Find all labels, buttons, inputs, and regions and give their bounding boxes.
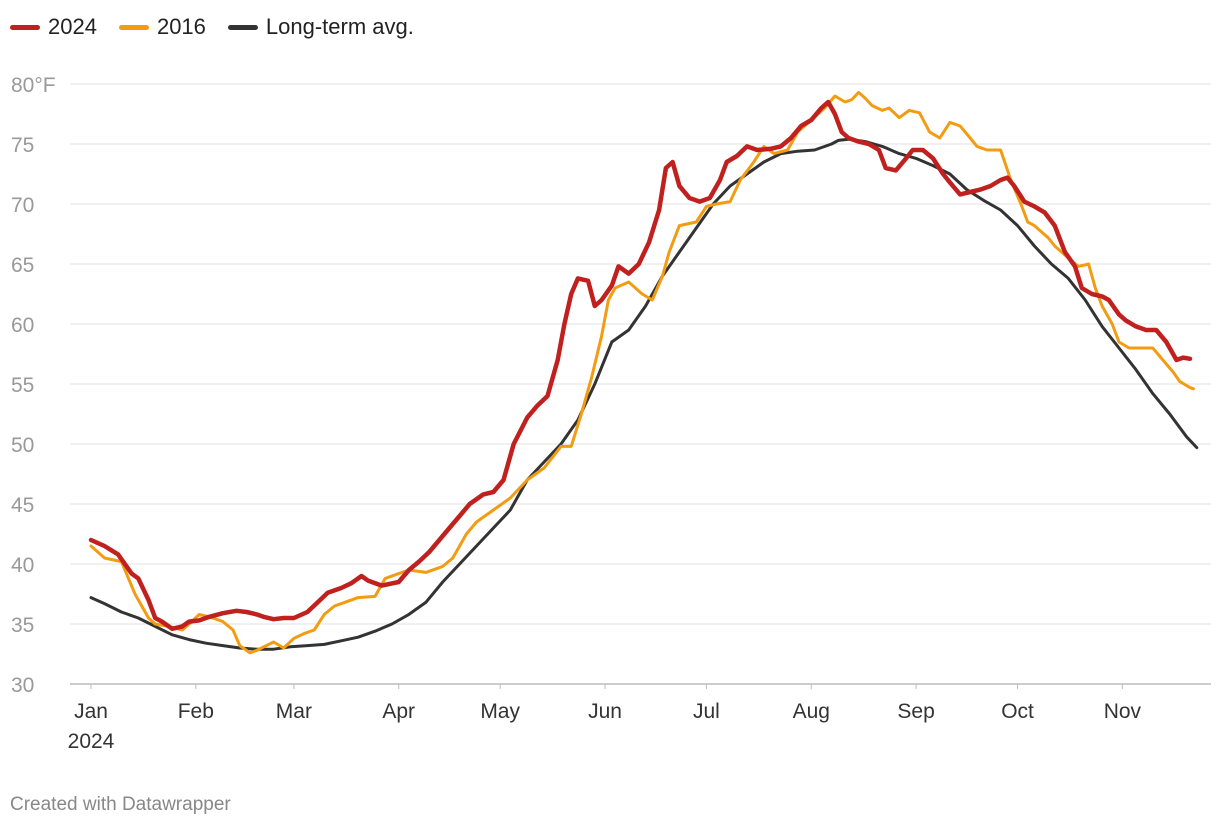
legend-swatch-2024	[10, 24, 40, 30]
x-tick-label-aug: Aug	[793, 700, 830, 723]
x-tick-label-nov: Nov	[1104, 700, 1142, 723]
x-tick-label-jun: Jun	[588, 700, 622, 723]
y-tick-label-80-unit: 80°F	[11, 74, 56, 97]
x-tick-label-feb: Feb	[178, 700, 214, 723]
legend-label-2024: 2024	[48, 14, 97, 39]
x-tick-label-jul: Jul	[693, 700, 720, 723]
footer-credit: Created with Datawrapper	[10, 794, 231, 815]
legend-swatch-long-term-avg	[227, 24, 258, 30]
legend-item-2016: 2016	[118, 14, 206, 40]
y-tick-label-35: 35	[11, 614, 34, 637]
series-line-2024	[88, 99, 1193, 632]
series-line-long-term-avg	[89, 137, 1199, 651]
legend-item-long-term-avg: Long-term avg.	[227, 14, 414, 40]
legend-item-2024: 2024	[10, 14, 97, 40]
x-tick-sublabel-year: 2024	[68, 730, 115, 753]
x-tick-label-jan: Jan	[74, 700, 108, 723]
y-tick-label-70: 70	[11, 194, 34, 217]
gridlines	[70, 83, 1211, 685]
y-tick-label-75: 75	[11, 134, 34, 157]
x-axis: Jan 2024 Feb Mar Apr May Jun Jul Aug Sep Oct Nov	[68, 684, 1142, 753]
series-line-2016	[89, 90, 1195, 655]
line-chart: 30 35 40 45 50 55 60 65 70 75 80°F Jan 2024 Feb Mar Apr…	[11, 74, 1211, 753]
x-tick-label-mar: Mar	[276, 700, 312, 723]
chart-legend: 2024 2016 Long-term avg.	[10, 14, 436, 40]
x-tick-label-oct: Oct	[1001, 700, 1034, 723]
y-tick-label-55: 55	[11, 374, 34, 397]
legend-label-long-term-avg: Long-term avg.	[265, 14, 414, 39]
y-tick-label-30: 30	[11, 674, 34, 697]
x-tick-label-sep: Sep	[897, 700, 934, 723]
legend-swatch-2016	[118, 24, 149, 30]
y-tick-label-40: 40	[11, 554, 34, 577]
y-tick-label-50: 50	[11, 434, 34, 457]
y-tick-label-60: 60	[11, 314, 34, 337]
y-axis-labels: 30 35 40 45 50 55 60 65 70 75 80°F	[11, 74, 56, 697]
legend-label-2016: 2016	[156, 14, 206, 39]
x-tick-label-may: May	[480, 700, 520, 723]
series-lines	[88, 90, 1199, 655]
x-tick-label-apr: Apr	[382, 700, 415, 723]
y-tick-label-65: 65	[11, 254, 34, 277]
y-tick-label-45: 45	[11, 494, 34, 517]
